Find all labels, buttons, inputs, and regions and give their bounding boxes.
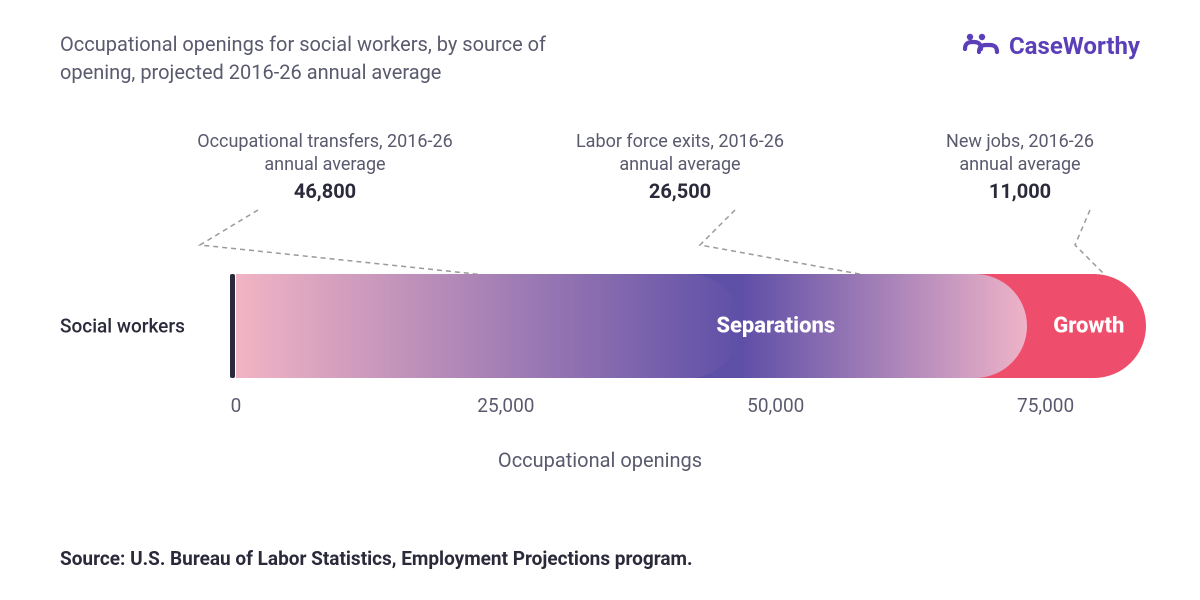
brand-name: CaseWorthy: [1009, 32, 1140, 60]
axis-origin-tick: [230, 274, 235, 378]
callout-labor-force-exits: Labor force exits, 2016-26 annual averag…: [550, 130, 810, 203]
x-tick: 0: [231, 394, 242, 417]
callout-label: New jobs, 2016-26 annual average: [920, 130, 1120, 177]
x-tick: 50,000: [747, 394, 804, 417]
callout-occupational-transfers: Occupational transfers, 2016-26 annual a…: [185, 130, 465, 203]
x-axis-label: Occupational openings: [498, 448, 702, 472]
callout-value: 26,500: [550, 179, 810, 203]
chart-area: Social workers Separations Growth 0 25,000…: [60, 260, 1140, 420]
y-axis-label: Social workers: [60, 315, 185, 338]
stacked-bar: Separations Growth: [236, 274, 1146, 378]
caseworthy-icon: [961, 30, 1001, 62]
bar-segment-occupational-transfers: [236, 274, 741, 378]
bar-overlay-label: Growth: [1053, 314, 1124, 339]
source-citation: Source: U.S. Bureau of Labor Statistics,…: [60, 547, 693, 570]
x-axis-ticks: 0 25,000 50,000 75,000: [230, 394, 1140, 424]
callout-label: Occupational transfers, 2016-26 annual a…: [185, 130, 465, 177]
callout-new-jobs: New jobs, 2016-26 annual average 11,000: [920, 130, 1120, 203]
bar-region: Separations Growth: [230, 260, 1140, 392]
callout-value: 46,800: [185, 179, 465, 203]
x-tick: 25,000: [477, 394, 534, 417]
callout-value: 11,000: [920, 179, 1120, 203]
chart-title: Occupational openings for social workers…: [60, 30, 610, 86]
bar-overlay-label: Separations: [716, 314, 835, 339]
callout-label: Labor force exits, 2016-26 annual averag…: [550, 130, 810, 177]
x-tick: 75,000: [1017, 394, 1074, 417]
chart-container: Occupational openings for social workers…: [0, 0, 1200, 600]
brand-logo: CaseWorthy: [961, 30, 1140, 62]
